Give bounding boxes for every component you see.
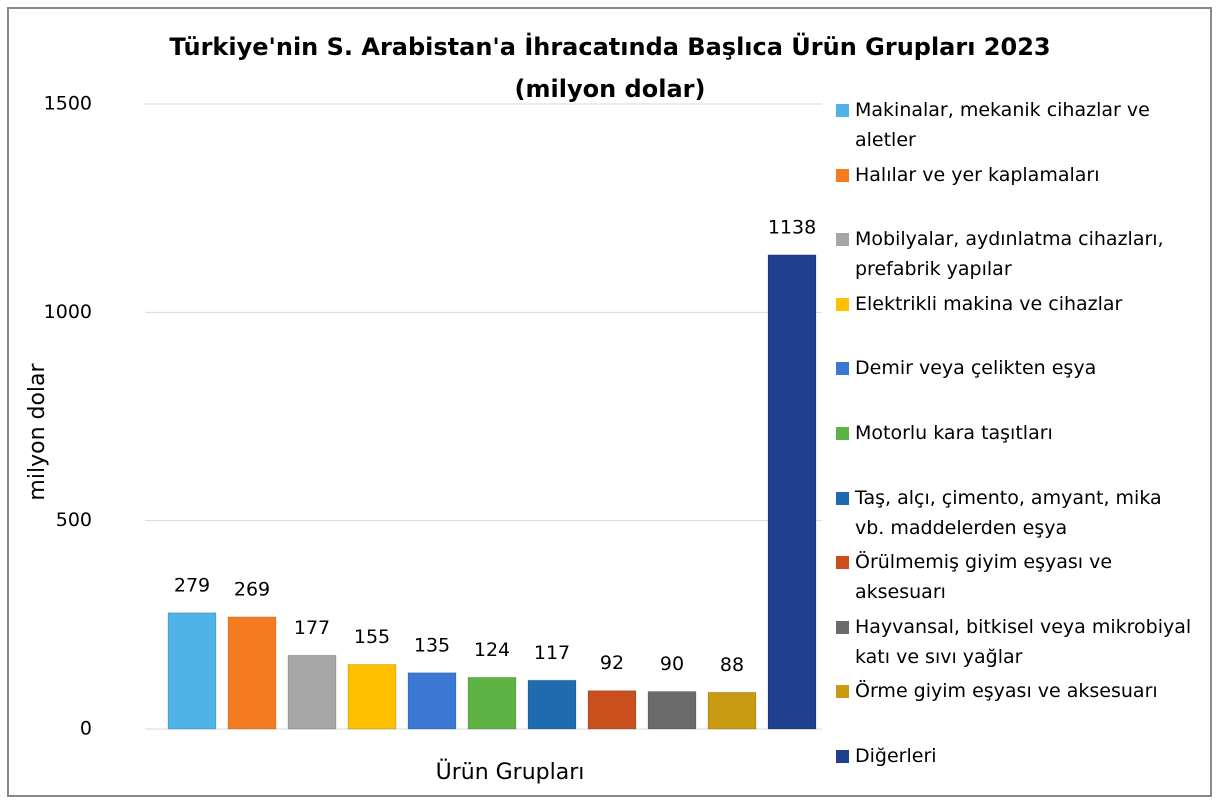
data-label: 117 [534, 642, 570, 664]
legend-swatch [836, 491, 849, 505]
bar [647, 691, 697, 730]
bar [767, 254, 817, 730]
data-label: 124 [474, 639, 510, 661]
y-tick-label: 0 [80, 718, 92, 740]
legend-entry: Makinalar, mekanik cihazlar ve aletler [836, 95, 1196, 155]
legend-swatch [836, 685, 849, 699]
data-label: 135 [414, 634, 450, 656]
bar [407, 672, 457, 730]
legend-label: Mobilyalar, aydınlatma cihazları, prefab… [855, 228, 1164, 281]
y-tick-label: 1000 [44, 301, 92, 323]
legend-swatch [836, 620, 849, 634]
bar [227, 616, 277, 730]
legend-label: Hayvansal, bitkisel veya mikrobiyal katı… [855, 615, 1192, 668]
y-axis-label: milyon dolar [25, 362, 50, 500]
legend-label: Motorlu kara taşıtları [855, 422, 1053, 444]
bar [347, 663, 397, 730]
legend-entry: Diğerleri [836, 741, 1196, 771]
legend-label: Örme giyim eşyası ve aksesuarı [855, 680, 1158, 703]
bar [167, 612, 217, 730]
bar [287, 654, 337, 730]
bar [707, 691, 757, 730]
data-label: 177 [294, 617, 330, 639]
x-axis-label: Ürün Grupları [436, 759, 585, 785]
chart-subtitle: (milyon dolar) [515, 75, 706, 103]
legend-swatch [836, 104, 849, 117]
legend-entry: Örülmemiş giyim eşyası ve aksesuarı [836, 547, 1196, 607]
data-label: 1138 [768, 216, 816, 238]
legend-entry: Motorlu kara taşıtları [836, 418, 1196, 448]
data-label: 90 [660, 653, 684, 675]
legend-label: Diğerleri [855, 745, 937, 767]
legend-entry: Örme giyim eşyası ve aksesuarı [836, 676, 1196, 706]
data-label: 88 [720, 654, 744, 676]
chart-title: Türkiye'nin S. Arabistan'a İhracatında B… [169, 31, 1050, 61]
y-tick-label: 1500 [44, 93, 92, 115]
legend-entry: Demir veya çelikten eşya [836, 353, 1196, 383]
legend-swatch [836, 362, 849, 376]
legend-entry: Halılar ve yer kaplamaları [836, 160, 1196, 190]
legend-label: Taş, alçı, çimento, amyant, mika vb. mad… [855, 486, 1162, 539]
data-label: 92 [600, 652, 624, 674]
y-tick-label: 500 [56, 509, 92, 531]
legend-swatch [836, 427, 849, 440]
legend-label: Demir veya çelikten eşya [855, 357, 1097, 380]
legend-entry: Elektrikli makina ve cihazlar [836, 289, 1196, 319]
bar [467, 676, 517, 730]
legend-label: Örülmemiş giyim eşyası ve aksesuarı [855, 551, 1113, 604]
legend-swatch [836, 297, 849, 311]
legend-entry: Mobilyalar, aydınlatma cihazları, prefab… [836, 224, 1196, 284]
legend-entry: Hayvansal, bitkisel veya mikrobiyal katı… [836, 612, 1196, 672]
legend-swatch [836, 750, 849, 763]
data-label: 155 [354, 626, 390, 648]
data-label: 279 [174, 574, 210, 596]
legend-entry: Taş, alçı, çimento, amyant, mika vb. mad… [836, 483, 1196, 543]
legend-label: Makinalar, mekanik cihazlar ve aletler [855, 99, 1150, 151]
data-label: 269 [234, 578, 270, 600]
legend-swatch [836, 168, 849, 182]
legend-label: Elektrikli makina ve cihazlar [855, 292, 1123, 315]
bar [527, 679, 577, 730]
bar [587, 690, 637, 730]
legend-swatch [836, 556, 849, 570]
legend-label: Halılar ve yer kaplamaları [855, 163, 1100, 186]
legend-swatch [836, 233, 849, 247]
